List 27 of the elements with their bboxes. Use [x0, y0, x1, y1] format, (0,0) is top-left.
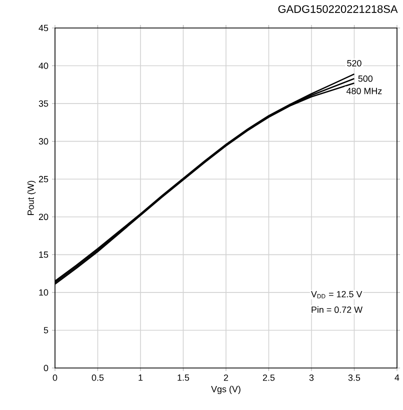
y-tick-label: 40	[38, 62, 48, 69]
x-tick-label: 1.5	[178, 374, 190, 381]
x-tick-label: 4	[394, 374, 400, 381]
x-tick-label: 3	[309, 374, 314, 381]
y-tick-label: 15	[39, 252, 48, 258]
x-tick-label: 0.5	[92, 374, 104, 381]
annotation: Pin = 0.72 W	[312, 306, 363, 313]
y-tick-label: 45	[38, 24, 48, 32]
y-axis-title: Pout (W)	[27, 180, 36, 215]
x-tick-label: 2	[224, 374, 228, 381]
series-label: 480 MHz	[346, 88, 382, 94]
y-tick-label: 5	[44, 327, 48, 334]
y-tick-label: 25	[39, 176, 48, 182]
x-tick-label: 1	[138, 374, 143, 381]
x-axis-title: Vgs (V)	[211, 386, 240, 394]
y-tick-label: 35	[38, 100, 48, 107]
y-tick-label: 30	[38, 138, 48, 145]
series-label: 520	[347, 60, 362, 66]
annotation: V$_{DD}$ = 12.5 V	[311, 290, 362, 298]
y-tick-label: 20	[39, 214, 48, 220]
x-tick-label: 2.5	[263, 374, 275, 381]
y-tick-label: 0	[44, 364, 48, 372]
x-tick-label: 3.5	[348, 374, 360, 381]
chart-title: GADG150220221218SA	[278, 5, 398, 13]
series-label: 500	[358, 75, 373, 82]
y-tick-label: 10	[39, 289, 48, 296]
x-tick-label: 0	[52, 374, 58, 381]
